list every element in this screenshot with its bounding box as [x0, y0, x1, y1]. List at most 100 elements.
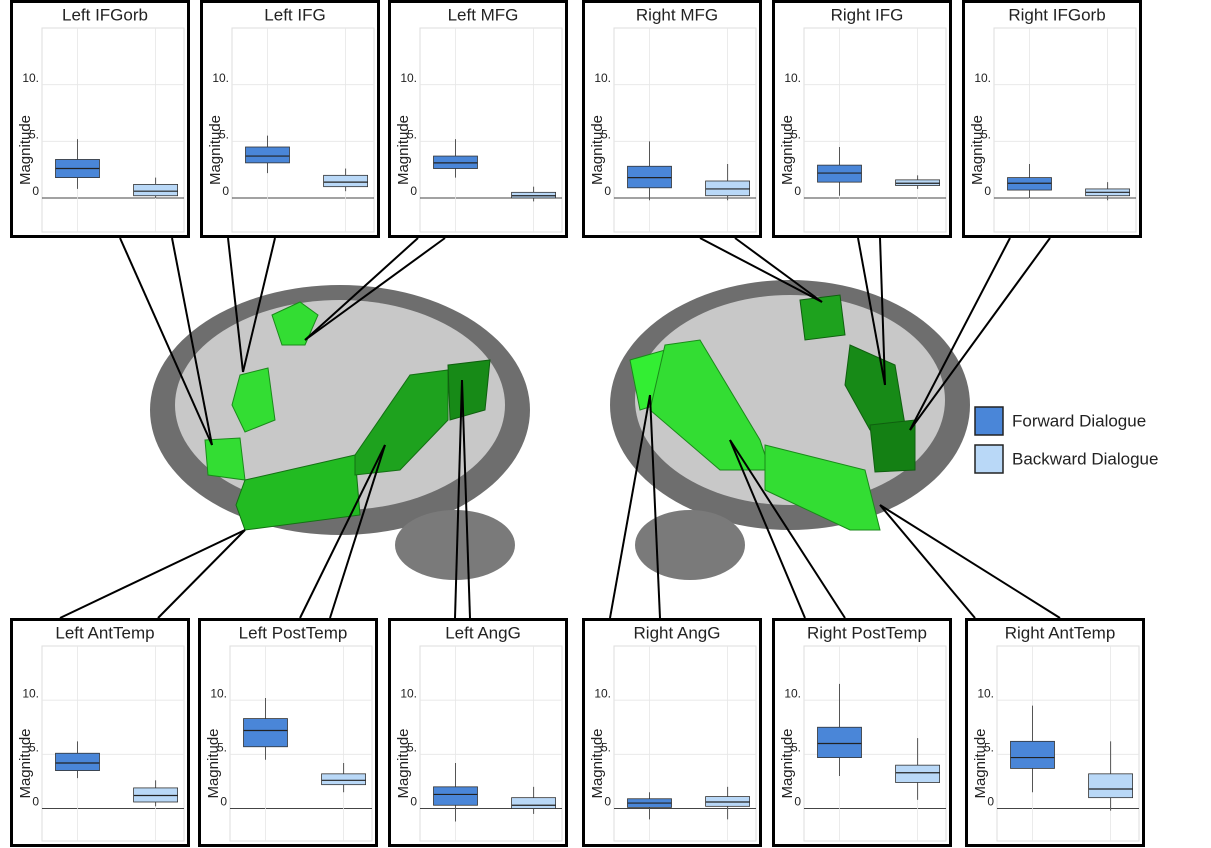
y-tick-label: 0: [222, 184, 229, 198]
plot-area: [994, 28, 1136, 232]
y-tick-label: 0: [794, 184, 801, 198]
panel-title: Left IFG: [264, 5, 325, 24]
panel-title: Right AngG: [634, 623, 721, 642]
y-axis-label: Magnitude: [395, 115, 412, 185]
box: [896, 765, 940, 782]
page: {"chart_data": [ {"type": "box", "title"…: [0, 0, 1211, 848]
panel-title: Right PostTemp: [807, 623, 927, 642]
y-axis-label: Magnitude: [779, 115, 796, 185]
box: [244, 719, 288, 747]
y-tick-label: 10.: [22, 71, 39, 85]
y-tick-label: 10.: [22, 686, 39, 700]
y-tick-label: 0: [32, 184, 39, 198]
y-tick-label: 0: [410, 184, 417, 198]
plot-area: [614, 646, 756, 841]
y-axis-label: Magnitude: [972, 728, 989, 798]
y-tick-label: 10.: [594, 686, 611, 700]
y-tick-label: 0: [220, 795, 227, 809]
plot-area: [614, 28, 756, 232]
panel-title: Left PostTemp: [239, 623, 348, 642]
panel-title: Right IFGorb: [1008, 5, 1105, 24]
legend-label: Forward Dialogue: [1012, 411, 1146, 430]
y-tick-label: 0: [410, 795, 417, 809]
box: [818, 727, 862, 757]
plot-area: [232, 28, 374, 232]
y-tick-label: 5.: [407, 128, 417, 142]
box: [512, 798, 556, 809]
y-tick-label: 10.: [400, 686, 417, 700]
y-tick-label: 5.: [791, 741, 801, 755]
callout-line: [60, 530, 245, 618]
y-axis-label: Magnitude: [395, 728, 412, 798]
panel-title: Right IFG: [831, 5, 904, 24]
panel-title: Right MFG: [636, 5, 718, 24]
plot-area: [42, 28, 184, 232]
y-tick-label: 10.: [400, 71, 417, 85]
y-tick-label: 5.: [981, 128, 991, 142]
box: [1011, 741, 1055, 768]
plot-area: [420, 646, 562, 841]
y-tick-label: 5.: [219, 128, 229, 142]
box: [322, 774, 366, 785]
legend-label: Backward Dialogue: [1012, 449, 1158, 468]
y-tick-label: 5.: [29, 741, 39, 755]
plot-area: [804, 28, 946, 232]
y-tick-label: 5.: [29, 128, 39, 142]
y-tick-label: 5.: [601, 741, 611, 755]
box: [134, 184, 178, 195]
y-axis-label: Magnitude: [17, 115, 34, 185]
y-tick-label: 0: [984, 184, 991, 198]
panel-title: Left AngG: [445, 623, 521, 642]
box: [324, 175, 368, 186]
legend: Forward Dialogue Backward Dialogue: [975, 407, 1158, 473]
panel-title: Left AntTemp: [55, 623, 154, 642]
y-tick-label: 0: [794, 795, 801, 809]
y-tick-label: 10.: [212, 71, 229, 85]
panel-title: Left MFG: [448, 5, 519, 24]
y-tick-label: 0: [987, 795, 994, 809]
plot-area: [420, 28, 562, 232]
y-tick-label: 10.: [210, 686, 227, 700]
brain-right: [610, 280, 970, 580]
y-tick-label: 5.: [984, 741, 994, 755]
plot-area: [42, 646, 184, 841]
y-tick-label: 10.: [977, 686, 994, 700]
y-tick-label: 5.: [407, 741, 417, 755]
y-tick-label: 5.: [791, 128, 801, 142]
y-tick-label: 0: [604, 184, 611, 198]
legend-swatch: [975, 407, 1003, 435]
box: [246, 147, 290, 163]
y-axis-label: Magnitude: [589, 115, 606, 185]
y-axis-label: Magnitude: [207, 115, 224, 185]
panel-title: Right AntTemp: [1005, 623, 1116, 642]
y-axis-label: Magnitude: [589, 728, 606, 798]
callout-line: [158, 530, 245, 618]
y-tick-label: 10.: [784, 686, 801, 700]
y-tick-label: 0: [604, 795, 611, 809]
y-tick-label: 10.: [594, 71, 611, 85]
legend-swatch: [975, 445, 1003, 473]
y-tick-label: 5.: [601, 128, 611, 142]
y-axis-label: Magnitude: [969, 115, 986, 185]
y-tick-label: 10.: [974, 71, 991, 85]
y-tick-label: 10.: [784, 71, 801, 85]
box: [1089, 774, 1133, 798]
figure: Left IFGorbMagnitude05.10.Left IFGMagnit…: [0, 0, 1211, 848]
callout-line: [880, 505, 1060, 618]
y-axis-label: Magnitude: [205, 728, 222, 798]
panel: Right MFG Magnitude0 5. 10.: [584, 2, 761, 237]
y-axis-label: Magnitude: [779, 728, 796, 798]
y-axis-label: Magnitude: [17, 728, 34, 798]
panel-title: Left IFGorb: [62, 5, 148, 24]
box: [434, 787, 478, 805]
